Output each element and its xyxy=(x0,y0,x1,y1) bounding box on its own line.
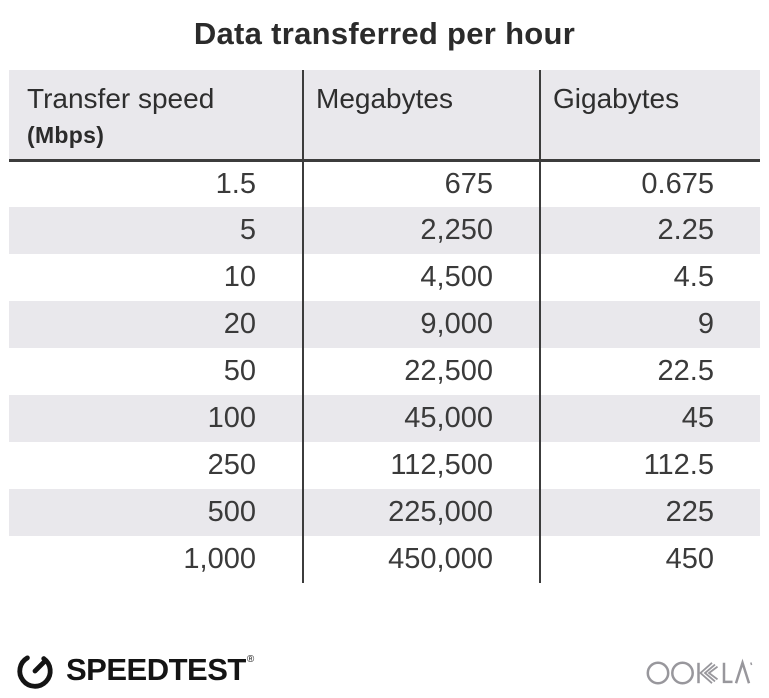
table-cell: 1.5 xyxy=(215,167,256,200)
table-cell: 45 xyxy=(539,395,760,442)
table-cell: 112,500 xyxy=(302,442,540,489)
table-cell: 225,000 xyxy=(302,489,540,536)
table-cell: 9 xyxy=(539,301,760,348)
speedtest-wordmark-text: SPEEDTEST xyxy=(66,652,246,687)
table-row: 500 225,000 225 xyxy=(9,489,760,536)
speedtest-logo: SPEEDTEST® xyxy=(14,649,254,691)
table-body: 1.5 675 0.675 5 2,250 2.25 10 4,500 4.5 20 9,000 9 5… xyxy=(9,160,760,583)
table-cell: 1,000 xyxy=(183,543,256,575)
column-header-label: Gigabytes xyxy=(553,83,680,114)
table-cell: 250 xyxy=(207,449,256,481)
footer: SPEEDTEST® xyxy=(14,646,753,694)
table-cell: 5 xyxy=(9,207,303,254)
table-cell: 22.5 xyxy=(539,348,760,395)
ookla-letter-o1 xyxy=(646,661,670,685)
table-cell: 2.25 xyxy=(539,207,760,254)
table-cell: 4,500 xyxy=(302,254,540,301)
table-row: 1,000 450,000 450 xyxy=(9,536,760,583)
speedtest-wordmark: SPEEDTEST® xyxy=(66,652,254,688)
data-table: Transfer speed (Mbps) Megabytes Gigabyte… xyxy=(9,70,760,583)
table-cell: 50 xyxy=(223,355,256,387)
table-cell: 10 xyxy=(223,261,256,293)
column-header-megabytes: Megabytes xyxy=(302,70,540,162)
ookla-letter-o2 xyxy=(671,661,694,685)
column-header-label: Transfer speed xyxy=(27,83,215,114)
table-cell: 500 xyxy=(9,489,303,536)
table-row: 250 112,500 112.5 xyxy=(9,442,760,489)
ookla-logo xyxy=(645,652,753,688)
table-cell: 2,250 xyxy=(302,207,540,254)
header-row: Transfer speed (Mbps) Megabytes Gigabyte… xyxy=(9,70,760,162)
registered-trademark-icon: ® xyxy=(246,654,254,665)
table-row: 10 4,500 4.5 xyxy=(9,254,760,301)
column-header-gigabytes: Gigabytes xyxy=(539,70,760,162)
ookla-letter-a xyxy=(734,658,751,684)
table-cell: 675 xyxy=(302,160,540,207)
table-row: 1.5 675 0.675 xyxy=(9,160,760,207)
table-cell: 225 xyxy=(539,489,760,536)
speedtest-gauge-icon xyxy=(14,649,56,691)
table-row: 20 9,000 9 xyxy=(9,301,760,348)
table-cell: 0.675 xyxy=(539,160,760,207)
table-cell: 100 xyxy=(9,395,303,442)
table-cell: 20 xyxy=(9,301,303,348)
ookla-letter-k-chevron xyxy=(707,665,719,681)
table-row: 100 45,000 45 xyxy=(9,395,760,442)
table-cell: 4.5 xyxy=(539,254,760,301)
table-cell: 9,000 xyxy=(302,301,540,348)
table-cell: 112.5 xyxy=(539,442,760,489)
ookla-trademark-tick xyxy=(750,662,753,666)
table-cell: 45,000 xyxy=(302,395,540,442)
table-cell: 22,500 xyxy=(302,348,540,395)
ookla-letter-k-chevron xyxy=(699,662,713,684)
table-row: 5 2,250 2.25 xyxy=(9,207,760,254)
page-title: Data transferred per hour xyxy=(193,16,576,51)
column-header-sublabel: (Mbps) xyxy=(27,122,105,148)
ookla-letter-l xyxy=(722,662,733,684)
table-cell: 450,000 xyxy=(302,536,540,583)
ookla-letter-k-chevron xyxy=(703,663,716,683)
table-cell: 450 xyxy=(539,536,760,583)
column-header-transfer-speed: Transfer speed (Mbps) xyxy=(9,70,303,162)
column-header-label: Megabytes xyxy=(316,83,453,114)
table-row: 50 22,500 22.5 xyxy=(9,348,760,395)
table-header: Transfer speed (Mbps) Megabytes Gigabyte… xyxy=(9,70,760,162)
